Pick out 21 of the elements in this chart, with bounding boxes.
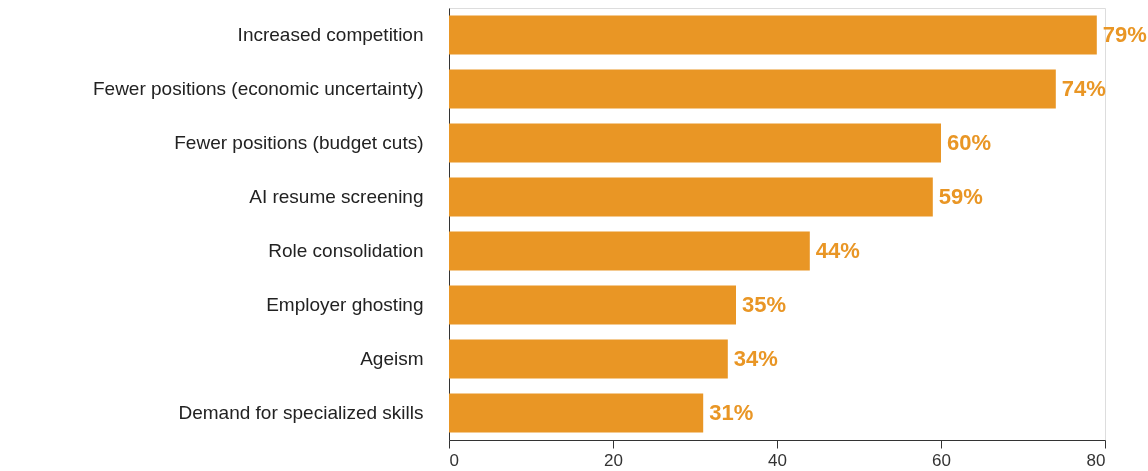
- data-label: 35%: [742, 292, 787, 317]
- x-tick-label: 0: [449, 450, 459, 470]
- y-tick-label: Increased competition: [237, 24, 424, 45]
- y-tick-label: AI resume screening: [249, 186, 424, 207]
- x-tick-label: 60: [932, 450, 951, 470]
- x-tick-label: 20: [604, 450, 623, 470]
- data-label: 60%: [947, 130, 992, 155]
- data-label: 34%: [733, 346, 778, 371]
- y-tick-label: Demand for specialized skills: [178, 402, 424, 423]
- data-label: 74%: [1061, 76, 1106, 101]
- y-tick-label: Employer ghosting: [266, 294, 424, 315]
- x-tick-label: 40: [768, 450, 787, 470]
- y-tick-label: Fewer positions (economic uncertainty): [92, 78, 424, 99]
- x-tick-label: 80: [1086, 450, 1106, 470]
- data-label: 79%: [1102, 22, 1147, 47]
- y-tick-label: Role consolidation: [268, 240, 424, 261]
- data-label: 44%: [815, 238, 860, 263]
- y-tick-label: Ageism: [360, 348, 424, 369]
- y-tick-label: Fewer positions (budget cuts): [174, 132, 424, 153]
- data-label: 31%: [709, 400, 754, 425]
- data-label: 59%: [938, 184, 983, 209]
